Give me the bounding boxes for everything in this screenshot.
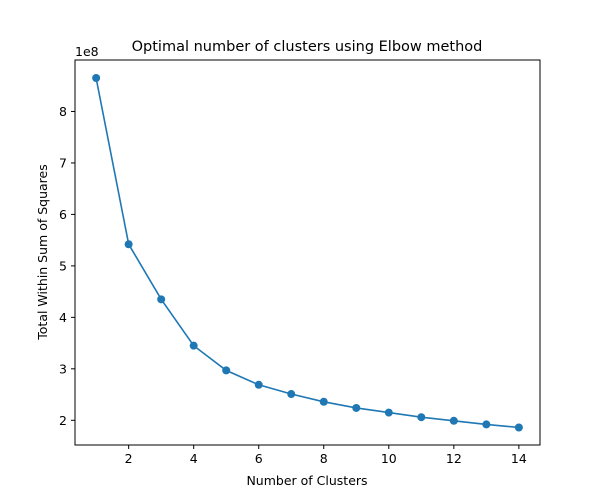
axis-ticks: 2 4 6 8 10 12 14 2 3 4 5 6 7 8: [59, 104, 527, 466]
chart-title: Optimal number of clusters using Elbow m…: [132, 39, 483, 55]
data-point-13: [482, 420, 491, 429]
data-point-7: [287, 390, 296, 399]
y-tick-label-0: 2: [59, 413, 67, 428]
y-tick-label-4: 6: [59, 207, 67, 222]
series-line: [95, 77, 519, 429]
x-tick-label-2: 6: [255, 451, 263, 466]
y-tick-label-5: 7: [59, 155, 67, 170]
data-point-8: [319, 397, 328, 406]
x-tick-label-5: 12: [446, 451, 462, 466]
x-tick-label-3: 8: [320, 451, 328, 466]
data-point-14: [514, 423, 523, 432]
data-point-6: [254, 380, 263, 389]
plot-frame: [74, 59, 541, 446]
y-tick-label-6: 8: [59, 104, 67, 119]
y-offset-label: 1e8: [75, 44, 99, 59]
data-point-4: [189, 341, 198, 350]
x-tick-label-6: 14: [511, 451, 527, 466]
y-tick-label-3: 5: [59, 258, 67, 273]
data-point-10: [384, 408, 393, 417]
data-point-12: [449, 416, 458, 425]
x-axis-label: Number of Clusters: [246, 473, 367, 488]
data-point-11: [417, 413, 426, 422]
data-point-9: [352, 403, 361, 412]
data-point-1: [92, 74, 101, 83]
y-tick-label-2: 4: [59, 310, 67, 325]
y-tick-label-1: 3: [59, 361, 67, 376]
data-point-3: [157, 295, 166, 304]
x-tick-label-1: 4: [190, 451, 198, 466]
data-point-5: [222, 366, 231, 375]
y-axis-label: Total Within Sum of Squares: [35, 164, 50, 340]
x-tick-label-4: 10: [381, 451, 397, 466]
data-point-2: [124, 240, 133, 249]
x-tick-label-0: 2: [125, 451, 133, 466]
series-elbow: [92, 74, 523, 432]
